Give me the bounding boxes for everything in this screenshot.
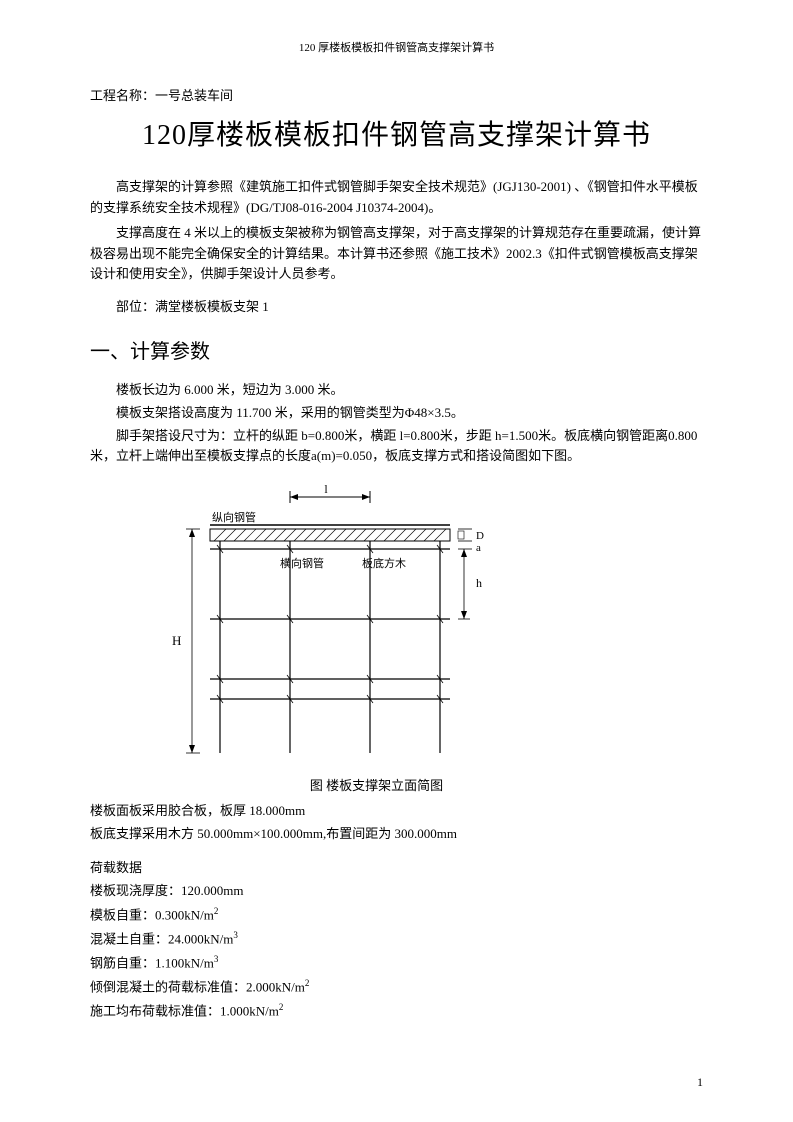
location-line: 部位：满堂楼板模板支架 1 <box>90 297 703 318</box>
material-line-2: 板底支撑采用木方 50.000mm×100.000mm,布置间距为 300.00… <box>90 824 703 845</box>
intro-paragraph-1: 高支撑架的计算参照《建筑施工扣件式钢管脚手架安全技术规范》(JGJ130-200… <box>90 177 703 219</box>
label-zongxiang: 纵向钢管 <box>212 510 256 524</box>
elevation-diagram: l 纵向钢管 横向钢管 <box>150 483 703 770</box>
label-D: D <box>476 530 484 542</box>
project-line: 工程名称：一号总装车间 <box>90 86 703 107</box>
project-label: 工程名称： <box>90 88 155 103</box>
load-title: 荷载数据 <box>90 858 703 879</box>
param-line-2: 模板支架搭设高度为 11.700 米，采用的钢管类型为Φ48×3.5。 <box>90 403 703 424</box>
section-1-title: 一、计算参数 <box>90 336 703 368</box>
label-H: H <box>172 633 181 648</box>
load-line-5: 倾倒混凝土的荷载标准值：2.000kN/m2 <box>90 976 703 998</box>
location-label: 部位： <box>116 299 155 314</box>
label-a: a <box>476 542 481 554</box>
page-header: 120 厚楼板模板扣件钢管高支撑架计算书 <box>90 40 703 58</box>
intro-paragraph-2: 支撑高度在 4 米以上的模板支架被称为钢管高支撑架，对于高支撑架的计算规范存在重… <box>90 223 703 285</box>
material-line-1: 楼板面板采用胶合板，板厚 18.000mm <box>90 801 703 822</box>
location-value: 满堂楼板模板支架 1 <box>155 299 269 314</box>
load-line-6: 施工均布荷载标准值：1.000kN/m2 <box>90 1000 703 1022</box>
page-number: 1 <box>697 1073 703 1092</box>
load-line-2: 模板自重：0.300kN/m2 <box>90 904 703 926</box>
load-line-3: 混凝土自重：24.000kN/m3 <box>90 928 703 950</box>
label-l: l <box>324 483 328 496</box>
label-fangmu: 板底方木 <box>362 556 406 570</box>
label-h: h <box>476 576 482 590</box>
load-line-1: 楼板现浇厚度：120.000mm <box>90 881 703 902</box>
page-title: 120厚楼板模板扣件钢管高支撑架计算书 <box>90 114 703 159</box>
project-name: 一号总装车间 <box>155 88 233 103</box>
label-hengxiang: 横向钢管 <box>280 556 324 570</box>
param-line-3: 脚手架搭设尺寸为：立杆的纵距 b=0.800米，横距 l=0.800米，步距 h… <box>90 426 703 468</box>
load-line-4: 钢筋自重：1.100kN/m3 <box>90 952 703 974</box>
diagram-caption: 图 楼板支撑架立面简图 <box>50 776 703 797</box>
param-line-1: 楼板长边为 6.000 米，短边为 3.000 米。 <box>90 380 703 401</box>
